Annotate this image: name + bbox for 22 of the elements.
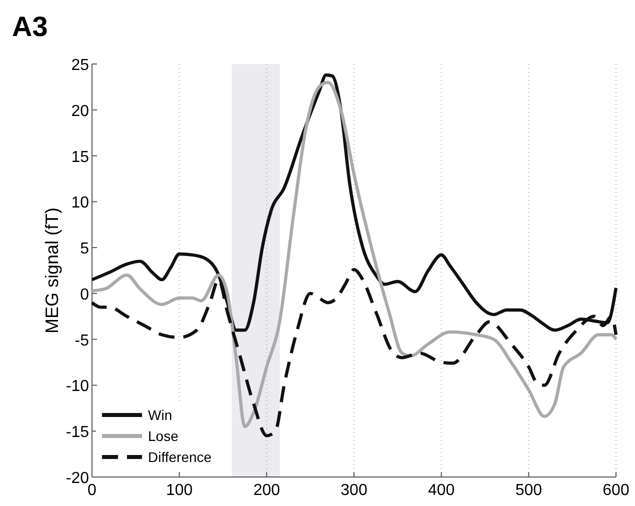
x-tick-label: 600 bbox=[602, 482, 630, 499]
y-tick-label: 0 bbox=[80, 286, 90, 304]
y-tick-label: 5 bbox=[80, 240, 90, 258]
y-tick-label: -5 bbox=[74, 332, 90, 350]
y-tick-label: 10 bbox=[71, 194, 90, 212]
legend-label: Win bbox=[148, 407, 172, 423]
x-tick-label: 100 bbox=[166, 482, 193, 499]
x-tick-label: 200 bbox=[253, 482, 280, 499]
y-axis-title: MEG signal (fT) bbox=[42, 207, 62, 334]
y-tick-label: 20 bbox=[71, 102, 90, 120]
x-tick-label: 500 bbox=[515, 482, 542, 499]
y-tick-label: -15 bbox=[66, 424, 90, 442]
x-tick-label: 300 bbox=[340, 482, 368, 499]
legend-label: Difference bbox=[148, 449, 212, 465]
x-tick-label: 400 bbox=[428, 482, 455, 499]
line-series bbox=[90, 80, 618, 428]
y-tick-label: -20 bbox=[66, 470, 90, 487]
chart-title: A3 bbox=[12, 11, 48, 42]
y-tick-label: 25 bbox=[71, 57, 90, 74]
legend-label: Lose bbox=[148, 428, 179, 444]
y-tick-label: 15 bbox=[71, 148, 90, 166]
y-tick-label: -10 bbox=[66, 378, 90, 396]
